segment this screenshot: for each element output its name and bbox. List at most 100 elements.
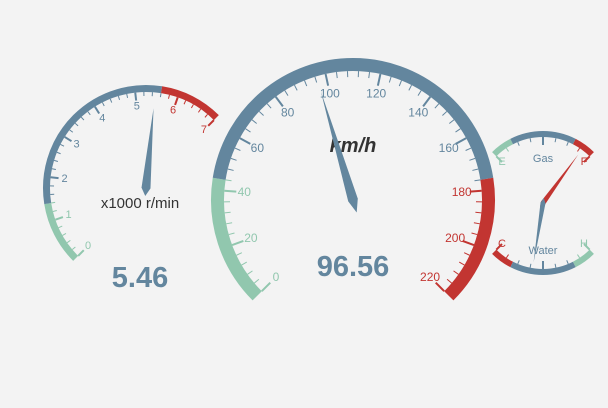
water-gauge: C H Water xyxy=(494,198,592,272)
rpm-minor-tick xyxy=(75,123,78,126)
speed-minor-tick xyxy=(447,279,452,283)
speed-tick-label: 160 xyxy=(439,141,459,155)
rpm-minor-tick xyxy=(198,109,200,112)
rpm-minor-tick xyxy=(168,95,169,99)
speed-minor-tick xyxy=(304,80,306,86)
speed-minor-tick xyxy=(469,158,475,160)
speed-tick-label: 0 xyxy=(273,270,280,284)
gas-gauge-title: Gas xyxy=(533,153,554,165)
speed-minor-tick xyxy=(456,129,461,132)
rpm-major-tick xyxy=(78,250,84,256)
rpm-minor-tick xyxy=(160,93,161,97)
water-minor-tick xyxy=(506,255,508,258)
speed-minor-tick xyxy=(466,148,472,150)
gas-minor-tick xyxy=(555,138,556,142)
speed-minor-tick xyxy=(226,223,232,224)
speed-tick-label: 220 xyxy=(420,270,440,284)
speed-minor-tick xyxy=(475,212,481,213)
rpm-major-tick xyxy=(135,93,136,101)
speed-major-tick xyxy=(224,191,236,192)
speed-minor-tick xyxy=(472,233,478,235)
speed-minor-tick xyxy=(474,180,480,181)
water-tick-label: H xyxy=(580,238,588,250)
rpm-minor-tick xyxy=(54,160,58,161)
speed-major-tick xyxy=(262,283,270,291)
rpm-tick-label: 3 xyxy=(74,138,80,150)
speed-tick-label: 60 xyxy=(251,141,265,155)
rpm-minor-tick xyxy=(72,247,75,250)
speed-minor-tick xyxy=(235,148,241,150)
speed-minor-tick xyxy=(315,77,317,83)
speed-tick-label: 80 xyxy=(281,106,295,120)
rpm-minor-tick xyxy=(52,169,56,170)
rpm-gauge-value: 5.46 xyxy=(112,262,168,294)
speed-major-tick xyxy=(232,241,243,245)
speed-minor-tick xyxy=(225,212,231,213)
rpm-gauge-title: x1000 r/min xyxy=(101,195,179,212)
rpm-tick-label: 0 xyxy=(85,240,91,252)
gas-minor-tick xyxy=(518,142,520,146)
speed-tick-label: 140 xyxy=(408,106,428,120)
rpm-major-tick xyxy=(55,217,63,220)
rpm-tick-label: 6 xyxy=(170,105,176,117)
rpm-major-tick xyxy=(51,177,59,178)
speed-minor-tick xyxy=(252,120,257,124)
rpm-gauge-bands xyxy=(47,89,217,259)
speed-minor-tick xyxy=(229,233,235,235)
speed-minor-tick xyxy=(454,271,459,274)
rpm-major-tick xyxy=(208,120,214,126)
gas-minor-tick xyxy=(577,148,579,151)
rpm-major-tick xyxy=(65,137,72,141)
water-minor-tick xyxy=(530,264,531,268)
speed-minor-tick xyxy=(389,77,391,83)
speed-tick-label: 40 xyxy=(238,185,252,199)
rpm-minor-tick xyxy=(70,130,73,132)
speed-minor-tick xyxy=(285,90,288,95)
speed-minor-tick xyxy=(399,80,401,86)
speed-minor-tick xyxy=(228,169,234,170)
rpm-tick-label: 7 xyxy=(201,124,207,136)
water-gauge-title: Water xyxy=(529,245,558,257)
gas-band-0 xyxy=(494,142,511,155)
rpm-minor-tick xyxy=(184,101,186,105)
speed-gauge-value: 96.56 xyxy=(317,251,390,283)
speed-minor-tick xyxy=(418,90,421,95)
rpm-minor-tick xyxy=(57,152,61,153)
gas-tick-label: E xyxy=(498,156,505,168)
rpm-minor-tick xyxy=(53,210,57,211)
speed-major-tick xyxy=(326,74,329,86)
speed-minor-tick xyxy=(449,120,454,124)
rpm-tick-label: 2 xyxy=(61,173,67,185)
speed-minor-tick xyxy=(248,271,253,274)
speed-tick-label: 20 xyxy=(244,231,258,245)
rpm-gauge-pointer xyxy=(142,108,154,196)
speed-minor-tick xyxy=(442,111,446,115)
water-tick-label: C xyxy=(498,238,506,250)
speed-minor-tick xyxy=(435,104,439,108)
rpm-minor-tick xyxy=(102,102,104,106)
gas-minor-tick xyxy=(567,142,569,146)
speed-minor-tick xyxy=(259,111,263,115)
speed-minor-tick xyxy=(236,253,241,256)
water-minor-tick xyxy=(567,260,569,264)
rpm-minor-tick xyxy=(127,94,128,98)
speed-minor-tick xyxy=(254,279,259,283)
speed-tick-label: 120 xyxy=(366,86,386,100)
speed-minor-tick xyxy=(226,180,232,181)
rpm-minor-tick xyxy=(110,99,111,103)
speed-minor-tick xyxy=(336,72,337,78)
rpm-tick-label: 1 xyxy=(66,209,72,221)
speed-minor-tick xyxy=(369,72,370,78)
rpm-minor-tick xyxy=(51,202,55,203)
speed-minor-tick xyxy=(459,262,464,265)
gas-minor-tick xyxy=(530,138,531,142)
rpm-minor-tick xyxy=(60,144,64,146)
rpm-tick-label: 4 xyxy=(99,113,105,125)
rpm-minor-tick xyxy=(59,226,63,228)
water-band-2 xyxy=(574,252,591,265)
